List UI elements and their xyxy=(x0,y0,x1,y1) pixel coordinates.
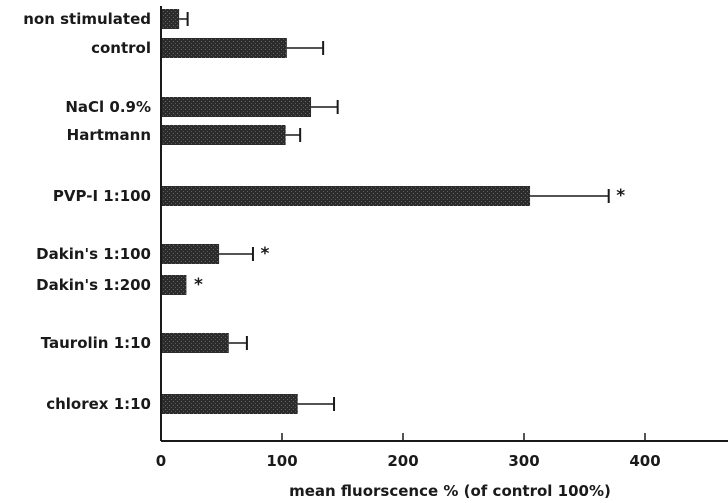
bar xyxy=(161,9,180,29)
bar xyxy=(161,275,187,295)
category-labels: non stimulated control NaCl 0.9% Hartmann PV… xyxy=(23,10,151,413)
x-tick-label: 100 xyxy=(266,452,297,470)
category-label: Taurolin 1:10 xyxy=(41,334,151,352)
x-tick-label: 400 xyxy=(629,452,660,470)
x-tick-label: 0 xyxy=(156,452,166,470)
category-label: non stimulated xyxy=(23,10,151,28)
category-label: NaCl 0.9% xyxy=(65,98,151,116)
bar xyxy=(161,244,220,264)
bar xyxy=(161,394,298,414)
x-axis-title: mean fluorscence % (of control 100%) xyxy=(289,482,611,500)
bar xyxy=(161,186,531,206)
bar xyxy=(161,38,287,58)
significance-markers-layer: * * * xyxy=(194,186,625,295)
x-tick-label: 200 xyxy=(387,452,418,470)
category-label: chlorex 1:10 xyxy=(46,395,151,413)
category-label: control xyxy=(91,39,151,57)
x-axis-ticks: 0 100 200 300 400 xyxy=(156,433,661,470)
category-label: PVP-I 1:100 xyxy=(53,187,151,205)
error-bars-layer xyxy=(179,12,610,411)
significance-star: * xyxy=(261,244,270,264)
category-label: Dakin's 1:100 xyxy=(36,245,151,263)
x-tick-label: 300 xyxy=(508,452,539,470)
bar xyxy=(161,333,229,353)
category-label: Hartmann xyxy=(67,126,151,144)
category-label: Dakin's 1:200 xyxy=(36,276,151,294)
significance-star: * xyxy=(194,275,203,295)
significance-star: * xyxy=(616,186,625,206)
bars-layer xyxy=(161,9,531,414)
bar xyxy=(161,97,312,117)
bar xyxy=(161,125,286,145)
